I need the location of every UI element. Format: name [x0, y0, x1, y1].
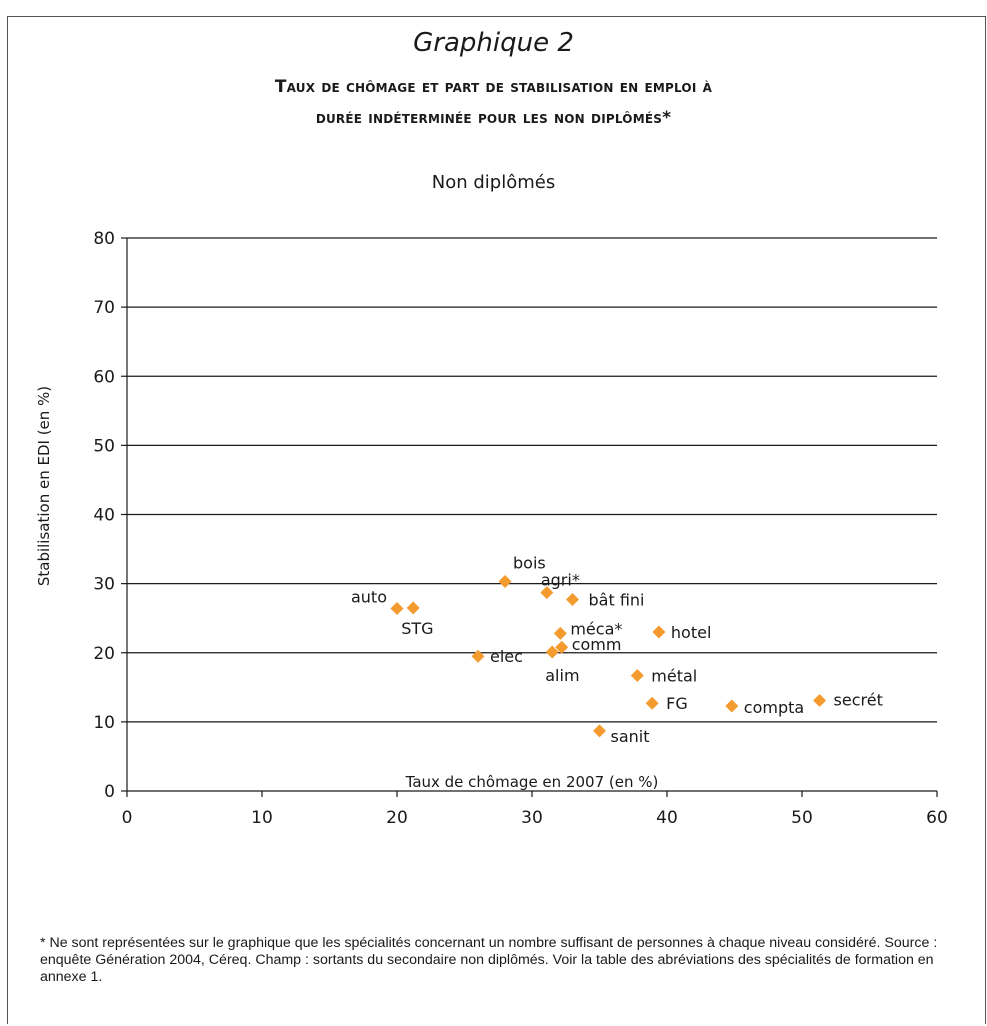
y-tick-label: 20 [93, 644, 115, 664]
data-label: compta [744, 698, 804, 717]
y-axis-label: Stabilisation en EDI (en %) [35, 385, 53, 587]
data-point [390, 602, 404, 616]
y-tick-label: 60 [93, 367, 115, 387]
y-tick-label: 30 [93, 575, 115, 595]
data-label: hotel [671, 623, 712, 642]
x-tick-label: 0 [122, 808, 133, 828]
data-point [540, 586, 554, 600]
data-label: secrét [834, 690, 883, 709]
x-tick-label: 50 [791, 808, 813, 828]
data-point [630, 669, 644, 683]
x-axis-label: Taux de chômage en 2007 (en %) [405, 773, 659, 791]
main-title-line-2: durée indéterminée pour les non diplômés… [315, 108, 672, 128]
x-tick-label: 20 [386, 808, 408, 828]
data-label: métal [651, 667, 697, 686]
data-point [813, 693, 827, 707]
x-tick-label: 40 [656, 808, 678, 828]
y-tick-label: 80 [93, 229, 115, 249]
data-point [593, 724, 606, 738]
data-label: agri* [541, 571, 580, 590]
data-point [498, 575, 512, 589]
footnote: * Ne sont représentées sur le graphique … [40, 935, 938, 985]
figure-frame [7, 16, 986, 1024]
data-point [545, 645, 559, 659]
data-point [471, 649, 485, 663]
y-tick-label: 70 [93, 298, 115, 318]
data-point [553, 626, 567, 640]
data-label: alim [545, 666, 579, 685]
y-tick-label: 40 [93, 506, 115, 526]
data-point [652, 625, 666, 639]
data-label: bois [513, 554, 546, 573]
graph-label: Graphique 2 [413, 28, 574, 58]
data-point [566, 593, 579, 607]
x-tick-label: 10 [251, 808, 273, 828]
data-label: méca* [570, 619, 622, 638]
chart-title: Non diplômés [431, 172, 556, 193]
y-tick-label: 0 [104, 782, 115, 802]
data-label: auto [351, 588, 387, 607]
data-label: STG [401, 619, 433, 638]
data-point [555, 640, 569, 654]
x-tick-label: 30 [521, 808, 543, 828]
main-title-line-1: Taux de chômage et part de stabilisation… [274, 77, 713, 97]
data-label: FG [666, 694, 688, 713]
data-label: comm [572, 635, 622, 654]
data-point [645, 696, 659, 710]
data-point [406, 601, 420, 615]
x-tick-label: 60 [926, 808, 948, 828]
data-label: bât fini [589, 591, 645, 610]
y-tick-label: 10 [93, 713, 115, 733]
data-point [725, 699, 739, 713]
data-label: sanit [611, 727, 650, 746]
y-tick-label: 50 [93, 436, 115, 456]
data-label: elec [490, 647, 523, 666]
